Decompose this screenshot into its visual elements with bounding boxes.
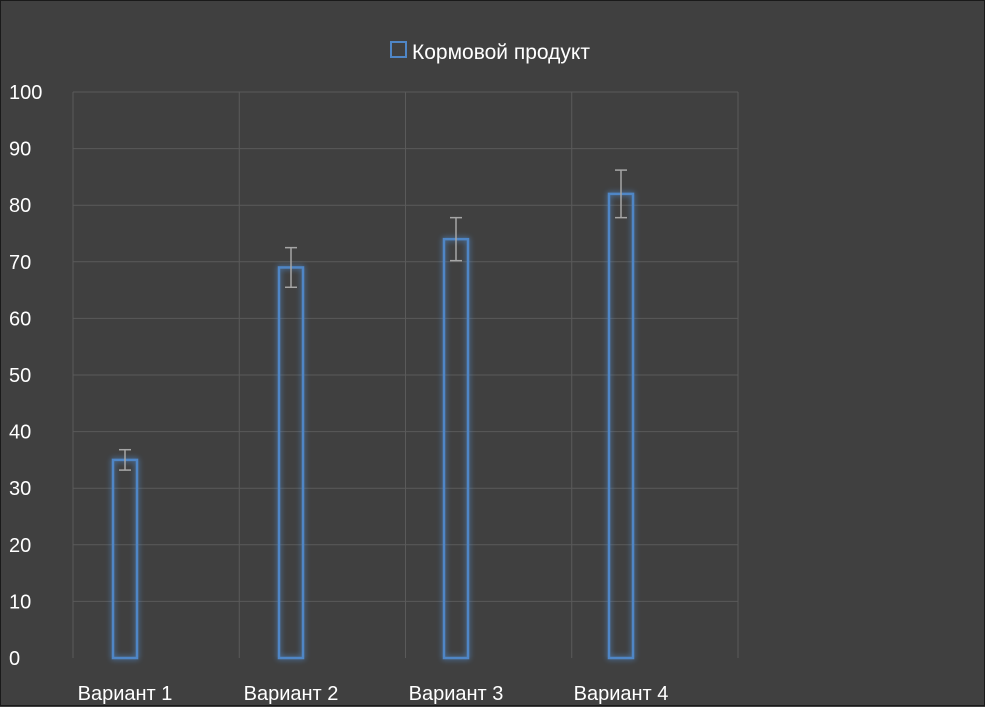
y-tick-label: 20 [9,535,31,557]
x-category-label: Вариант 3 [409,683,504,705]
y-tick-label: 10 [9,591,31,613]
x-category-label: Вариант 4 [574,683,669,705]
error-bar-1 [119,448,131,471]
legend-label: Кормовой продукт [412,41,590,64]
y-tick-label: 100 [9,82,42,104]
bar-3 [442,237,470,660]
y-axis-tick-labels: 0 10 20 30 40 50 60 70 80 90 100 [9,82,42,670]
y-tick-label: 50 [9,365,31,387]
y-tick-label: 0 [9,648,20,670]
legend: Кормовой продукт [390,41,590,64]
bar-2 [277,266,305,660]
error-bar-2 [285,246,297,289]
error-bars [119,169,627,471]
x-category-label: Вариант 2 [244,683,339,705]
bars [111,192,635,660]
legend-swatch-icon [390,41,407,58]
y-tick-label: 90 [9,139,31,161]
y-tick-label: 40 [9,422,31,444]
y-tick-label: 70 [9,252,31,274]
error-bar-3 [450,216,462,262]
x-axis-category-labels: Вариант 1 Вариант 2 Вариант 3 Вариант 4 [78,683,669,705]
y-tick-label: 80 [9,195,31,217]
y-tick-label: 30 [9,478,31,500]
bar-1 [111,458,139,660]
error-bar-4 [615,169,627,219]
y-tick-label: 60 [9,308,31,330]
grid-lines [72,91,739,658]
x-category-label: Вариант 1 [78,683,173,705]
bar-4 [607,192,635,660]
